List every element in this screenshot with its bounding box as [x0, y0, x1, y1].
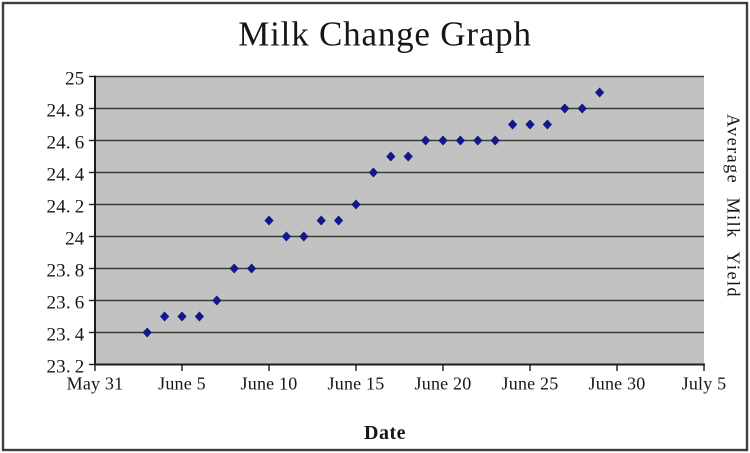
svg-text:25: 25	[65, 69, 84, 90]
svg-text:24. 4: 24. 4	[46, 165, 84, 186]
svg-text:May 31: May 31	[67, 374, 124, 394]
svg-text:June 15: June 15	[328, 374, 385, 394]
svg-text:24. 8: 24. 8	[46, 101, 84, 122]
svg-text:July 5: July 5	[682, 374, 727, 394]
svg-text:23. 4: 23. 4	[46, 325, 84, 346]
svg-text:June 30: June 30	[589, 374, 646, 394]
svg-text:23. 2: 23. 2	[46, 357, 84, 378]
svg-text:24. 6: 24. 6	[46, 133, 84, 154]
svg-text:June 5: June 5	[158, 374, 206, 394]
svg-text:June 10: June 10	[241, 374, 298, 394]
svg-text:23. 8: 23. 8	[46, 261, 84, 282]
svg-text:Average Milk Yield: Average Milk Yield	[724, 114, 744, 298]
svg-text:June 20: June 20	[415, 374, 472, 394]
svg-text:Milk Change Graph: Milk Change Graph	[238, 15, 532, 54]
svg-text:24. 2: 24. 2	[46, 197, 84, 218]
svg-text:June 25: June 25	[502, 374, 559, 394]
svg-text:Date: Date	[364, 422, 406, 444]
svg-text:24: 24	[65, 229, 85, 250]
svg-text:23. 6: 23. 6	[46, 293, 84, 314]
